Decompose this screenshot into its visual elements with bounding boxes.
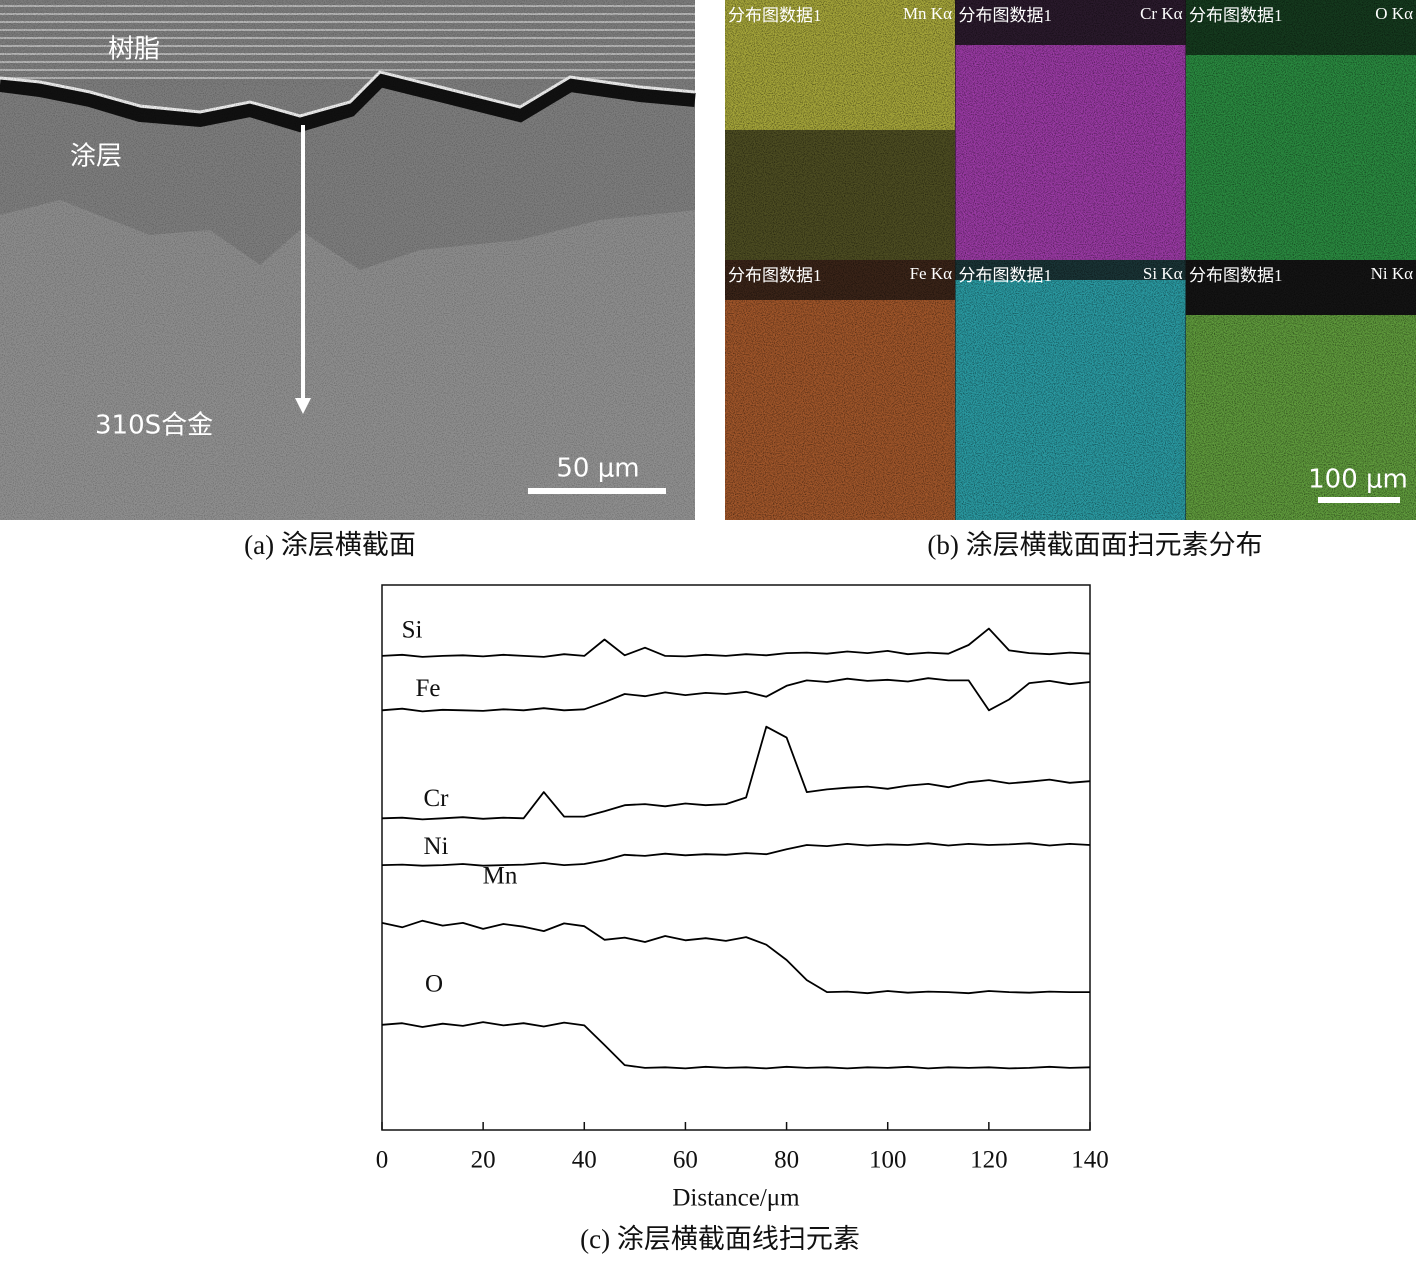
- caption-c: (c) 涂层横截面线扫元素: [580, 1224, 860, 1254]
- map-element: Ni Kα: [1371, 264, 1414, 283]
- sem-image: 树脂 涂层 310S合金 50 μm: [0, 0, 696, 520]
- x-axis-label: Distance/μm: [672, 1185, 800, 1212]
- series-line: [381, 842, 1091, 867]
- map-title: 分布图数据1: [1189, 266, 1283, 285]
- x-tick-label: 80: [774, 1147, 799, 1174]
- x-tick-label: 140: [1071, 1147, 1109, 1174]
- map-texture: [1186, 260, 1416, 520]
- series-label: Ni: [424, 833, 449, 860]
- series-label: Cr: [424, 785, 450, 812]
- scale-bar-label: 100 μm: [1308, 465, 1408, 495]
- map-element: Si Kα: [1143, 264, 1183, 283]
- map-element: Fe Kα: [910, 264, 953, 283]
- series-line: [381, 677, 1091, 713]
- map-title: 分布图数据1: [1189, 6, 1283, 25]
- scan-arrow-head: [295, 398, 311, 414]
- map-title: 分布图数据1: [728, 266, 822, 285]
- series-line: [381, 627, 1091, 658]
- map-title: 分布图数据1: [728, 6, 822, 25]
- x-tick-label: 40: [572, 1147, 597, 1174]
- caption-b: (b) 涂层横截面面扫元素分布: [927, 530, 1262, 560]
- map-element: Mn Kα: [903, 4, 952, 23]
- plot-frame: [381, 584, 1091, 1131]
- scale-bar: [1318, 497, 1400, 503]
- map-title: 分布图数据1: [959, 266, 1053, 285]
- map-texture: [955, 0, 1186, 260]
- map-texture: [725, 260, 955, 520]
- label-coating: 涂层: [70, 142, 122, 172]
- x-tick-label: 60: [673, 1147, 698, 1174]
- line-chart: Distance/μm (c) 涂层横截面线扫元素 0 20 40 60 80 100 12…: [376, 584, 1109, 1254]
- scale-bar-label: 50 μm: [556, 454, 639, 484]
- series-label: Mn: [483, 863, 518, 890]
- label-alloy: 310S合金: [95, 411, 213, 441]
- map-texture: [955, 260, 1186, 520]
- sem-texture: [0, 0, 695, 520]
- scale-bar: [528, 488, 666, 494]
- x-tick-label: 100: [869, 1147, 907, 1174]
- map-element: O Kα: [1375, 4, 1413, 23]
- series-label: Fe: [416, 675, 441, 702]
- series-line: [381, 1021, 1091, 1070]
- map-title: 分布图数据1: [959, 6, 1053, 25]
- series-line: [381, 919, 1090, 995]
- series-label: O: [425, 971, 443, 998]
- caption-a: (a) 涂层横截面: [244, 530, 416, 560]
- series-label: Si: [402, 617, 423, 644]
- eds-maps: 分布图数据1 Mn Kα 分布图数据1 Cr Kα 分布图数据1 O Kα 分布图数据1 Fe…: [725, 0, 1416, 520]
- label-resin: 树脂: [108, 35, 160, 65]
- x-tick-label: 0: [376, 1147, 389, 1174]
- map-texture: [1186, 0, 1416, 260]
- x-tick-label: 120: [970, 1147, 1008, 1174]
- map-element: Cr Kα: [1140, 4, 1183, 23]
- x-tick-label: 20: [471, 1147, 496, 1174]
- map-texture: [725, 0, 955, 260]
- series-line: [381, 725, 1091, 821]
